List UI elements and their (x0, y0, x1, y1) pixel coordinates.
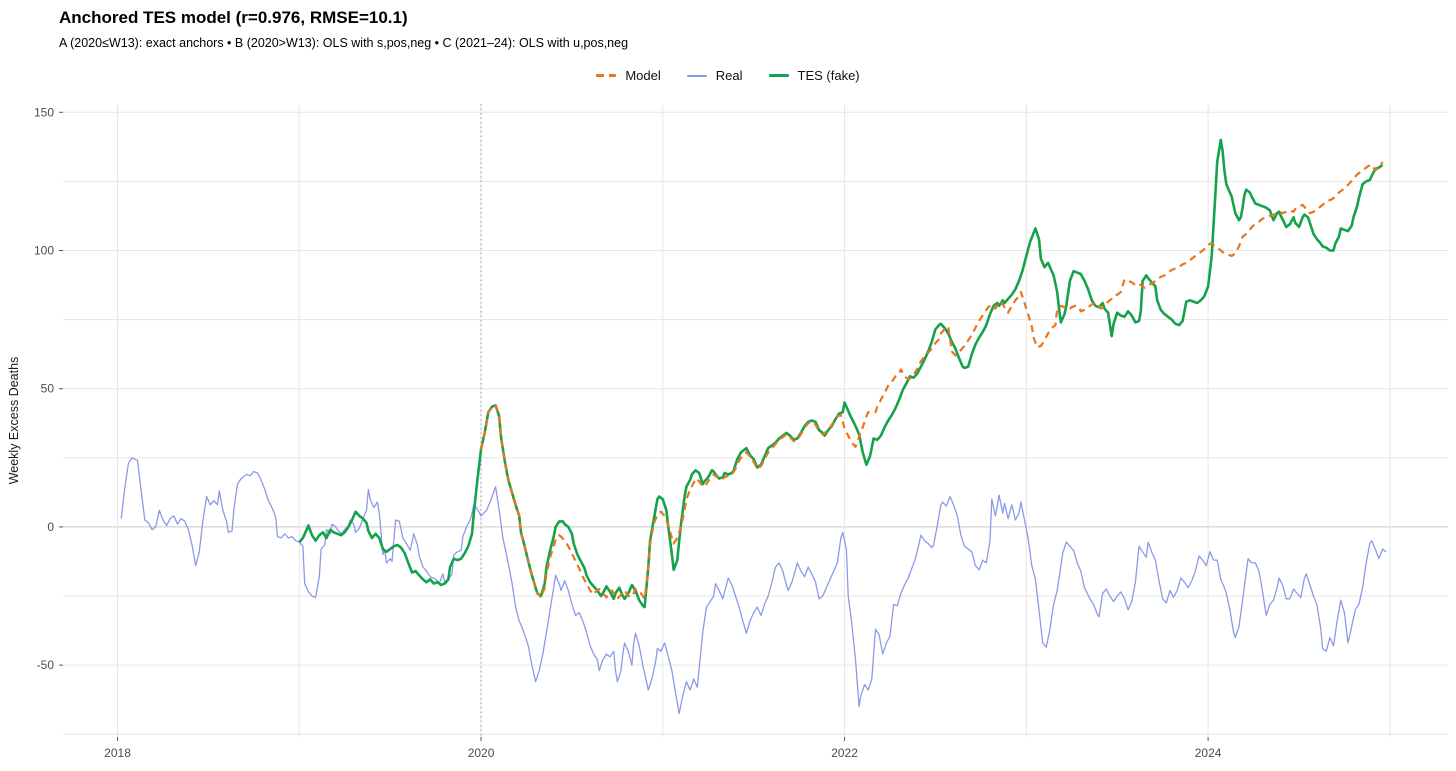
model-line-swatch-icon (596, 74, 617, 77)
legend: Model Real TES (fake) (0, 68, 1456, 83)
x-tick-label: 2022 (831, 746, 858, 760)
y-tick-label: 100 (34, 244, 54, 258)
chart-title: Anchored TES model (r=0.976, RMSE=10.1) (59, 8, 408, 27)
legend-item-tes: TES (fake) (768, 68, 860, 83)
real-line-swatch-icon (686, 74, 707, 77)
series-line-model (479, 161, 1384, 600)
y-tick-label: 0 (47, 520, 54, 534)
y-tick-label: 50 (41, 382, 55, 396)
series-line-tes-fake- (298, 138, 1384, 609)
x-tick-label: 2020 (468, 746, 495, 760)
series-line-real (120, 457, 1387, 715)
legend-label-tes: TES (fake) (797, 68, 860, 83)
tes-line-swatch-icon (768, 74, 789, 77)
chart-subtitle: A (2020≤W13): exact anchors • B (2020>W1… (59, 36, 629, 50)
legend-label-model: Model (625, 68, 661, 83)
x-tick-label: 2024 (1195, 746, 1222, 760)
legend-item-real: Real (686, 68, 743, 83)
legend-label-real: Real (715, 68, 743, 83)
x-tick-label: 2018 (104, 746, 131, 760)
legend-item-model: Model (596, 68, 661, 83)
y-tick-label: 150 (34, 105, 54, 119)
y-tick-label: -50 (37, 658, 55, 672)
y-axis-title: Weekly Excess Deaths (7, 357, 21, 485)
